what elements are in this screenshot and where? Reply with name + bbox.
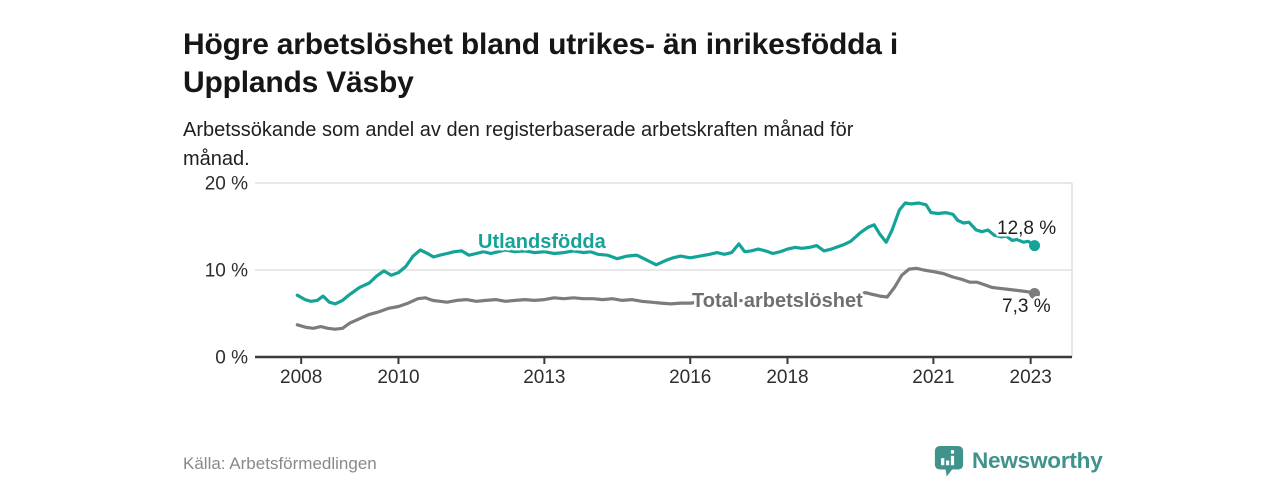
- subtitle-line-2: månad.: [183, 148, 250, 170]
- subtitle-line-1: Arbetssökande som andel av den registerb…: [183, 119, 854, 141]
- x-tick-label: 2016: [669, 367, 711, 388]
- y-tick-label: 20 %: [205, 174, 248, 195]
- x-tick-label: 2013: [523, 367, 565, 388]
- x-tick-label: 2023: [1010, 367, 1052, 388]
- chart-subtitle: Arbetssökande som andel av den registerb…: [183, 116, 1083, 174]
- x-tick-label: 2018: [766, 367, 808, 388]
- x-tick-label: 2008: [280, 367, 322, 388]
- title-line-1: Högre arbetslöshet bland utrikes- än inr…: [183, 28, 898, 62]
- unemployment-line-chart: 2008 2010 2013 2016 2018 2021 2023 0 % 10 % 20 % U…: [170, 168, 1115, 408]
- series-end-value-1: 7,3 %: [1002, 296, 1051, 317]
- newsworthy-wordmark: Newsworthy: [972, 448, 1103, 473]
- y-tick-label: 0 %: [215, 348, 248, 369]
- series-label-1: Total arbetslöshet: [692, 290, 863, 312]
- series-end-dot-0: [1029, 240, 1041, 252]
- newsworthy-logo[interactable]: Newsworthy: [933, 444, 1103, 478]
- source-note: Källa: Arbetsförmedlingen: [183, 454, 377, 473]
- series-end-dot-1: [1029, 287, 1041, 299]
- x-tick-label: 2021: [912, 367, 954, 388]
- line-chart-svg: 2008 2010 2013 2016 2018 2021 2023 0 % 10 % 20 % U…: [205, 174, 1073, 388]
- y-tick-label: 10 %: [205, 261, 248, 282]
- series-line-0: [295, 201, 1037, 306]
- series-label-0: Utlandsfödda: [478, 231, 607, 253]
- title-line-2: Upplands Väsby: [183, 66, 414, 100]
- series-end-value-0: 12,8 %: [997, 218, 1056, 239]
- newsworthy-chart-pin-icon: [933, 444, 965, 478]
- series-line-1: [295, 266, 1037, 331]
- page-title: Högre arbetslöshet bland utrikes- än inr…: [183, 26, 1193, 102]
- x-tick-label: 2010: [377, 367, 419, 388]
